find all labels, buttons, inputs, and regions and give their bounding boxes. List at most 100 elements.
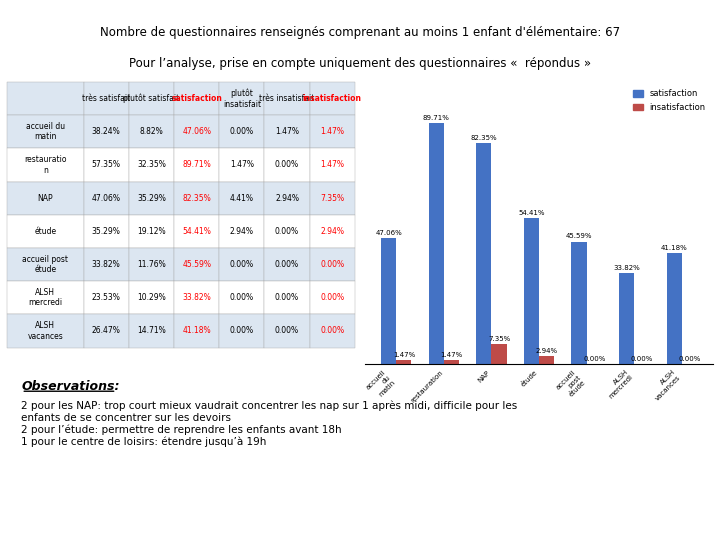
Bar	[444, 360, 459, 364]
Text: 1.47%: 1.47%	[230, 160, 254, 170]
FancyBboxPatch shape	[84, 314, 129, 348]
Text: 11.76%: 11.76%	[137, 260, 166, 269]
FancyBboxPatch shape	[219, 115, 264, 148]
FancyBboxPatch shape	[310, 215, 355, 248]
FancyBboxPatch shape	[174, 215, 219, 248]
Text: 2.94%: 2.94%	[320, 227, 344, 236]
Bar	[492, 345, 507, 364]
Text: ALSH
vacances: ALSH vacances	[27, 321, 63, 341]
FancyBboxPatch shape	[219, 148, 264, 181]
Text: 45.59%: 45.59%	[566, 233, 593, 239]
Text: 0.00%: 0.00%	[583, 356, 606, 362]
Bar	[539, 356, 554, 364]
Text: plutôt
insatisfait: plutôt insatisfait	[222, 89, 261, 109]
FancyBboxPatch shape	[7, 82, 84, 115]
FancyBboxPatch shape	[129, 148, 174, 181]
FancyBboxPatch shape	[129, 314, 174, 348]
Bar	[428, 123, 444, 364]
FancyBboxPatch shape	[264, 314, 310, 348]
Text: 0.00%: 0.00%	[320, 327, 344, 335]
Text: 1.47%: 1.47%	[320, 160, 344, 170]
Text: insatisfaction: insatisfaction	[302, 94, 361, 103]
Text: 0.00%: 0.00%	[320, 260, 344, 269]
Text: 41.18%: 41.18%	[182, 327, 211, 335]
FancyBboxPatch shape	[174, 314, 219, 348]
FancyBboxPatch shape	[129, 281, 174, 314]
Text: 82.35%: 82.35%	[470, 134, 497, 141]
Text: NAP: NAP	[37, 194, 53, 202]
FancyBboxPatch shape	[264, 248, 310, 281]
FancyBboxPatch shape	[264, 181, 310, 215]
FancyBboxPatch shape	[310, 82, 355, 115]
FancyBboxPatch shape	[84, 115, 129, 148]
FancyBboxPatch shape	[219, 181, 264, 215]
Bar	[667, 253, 682, 364]
Text: Nombre de questionnaires renseignés comprenant au moins 1 enfant d'élémentaire: : Nombre de questionnaires renseignés comp…	[100, 26, 620, 39]
FancyBboxPatch shape	[264, 215, 310, 248]
FancyBboxPatch shape	[219, 248, 264, 281]
Text: 0.00%: 0.00%	[230, 127, 254, 136]
FancyBboxPatch shape	[84, 148, 129, 181]
FancyBboxPatch shape	[264, 281, 310, 314]
Text: 2 pour les NAP: trop court mieux vaudrait concentrer les nap sur 1 après midi, d: 2 pour les NAP: trop court mieux vaudrai…	[22, 401, 518, 447]
FancyBboxPatch shape	[264, 148, 310, 181]
Text: 8.82%: 8.82%	[140, 127, 163, 136]
Text: 35.29%: 35.29%	[137, 194, 166, 202]
FancyBboxPatch shape	[219, 314, 264, 348]
Text: 0.00%: 0.00%	[275, 160, 299, 170]
Text: 26.47%: 26.47%	[92, 327, 121, 335]
FancyBboxPatch shape	[174, 148, 219, 181]
Text: 23.53%: 23.53%	[92, 293, 121, 302]
FancyBboxPatch shape	[7, 281, 84, 314]
Bar	[381, 238, 396, 364]
FancyBboxPatch shape	[310, 148, 355, 181]
FancyBboxPatch shape	[174, 115, 219, 148]
Bar	[619, 273, 634, 364]
Text: 2.94%: 2.94%	[536, 348, 558, 354]
Text: 1.47%: 1.47%	[320, 127, 344, 136]
FancyBboxPatch shape	[310, 314, 355, 348]
Text: très satisfait: très satisfait	[82, 94, 130, 103]
Text: 19.12%: 19.12%	[137, 227, 166, 236]
FancyBboxPatch shape	[174, 82, 219, 115]
Text: 82.35%: 82.35%	[182, 194, 211, 202]
FancyBboxPatch shape	[7, 215, 84, 248]
Text: Pour l’analyse, prise en compte uniquement des questionnaires «  répondus »: Pour l’analyse, prise en compte uniqueme…	[129, 57, 591, 70]
Text: 89.71%: 89.71%	[182, 160, 211, 170]
Legend: satisfaction, insatisfaction: satisfaction, insatisfaction	[629, 86, 708, 115]
Text: 0.00%: 0.00%	[230, 327, 254, 335]
Text: 54.41%: 54.41%	[518, 210, 544, 216]
FancyBboxPatch shape	[174, 181, 219, 215]
Text: 0.00%: 0.00%	[230, 293, 254, 302]
FancyBboxPatch shape	[7, 181, 84, 215]
FancyBboxPatch shape	[129, 82, 174, 115]
FancyBboxPatch shape	[84, 181, 129, 215]
FancyBboxPatch shape	[129, 215, 174, 248]
Text: 0.00%: 0.00%	[631, 356, 653, 362]
Text: 10.29%: 10.29%	[137, 293, 166, 302]
FancyBboxPatch shape	[219, 281, 264, 314]
FancyBboxPatch shape	[7, 314, 84, 348]
Text: 33.82%: 33.82%	[92, 260, 121, 269]
FancyBboxPatch shape	[174, 281, 219, 314]
FancyBboxPatch shape	[129, 181, 174, 215]
Text: 7.35%: 7.35%	[320, 194, 344, 202]
Text: 1.47%: 1.47%	[392, 352, 415, 358]
Text: accueil post
étude: accueil post étude	[22, 255, 68, 274]
Text: accueil du
matin: accueil du matin	[26, 122, 65, 141]
Text: 0.00%: 0.00%	[320, 293, 344, 302]
Text: 47.06%: 47.06%	[182, 127, 211, 136]
Text: restauratio
n: restauratio n	[24, 156, 67, 174]
Text: 54.41%: 54.41%	[182, 227, 211, 236]
Text: 2.94%: 2.94%	[230, 227, 254, 236]
Bar	[572, 241, 587, 364]
Text: 33.82%: 33.82%	[182, 293, 211, 302]
Text: ALSH
mercredi: ALSH mercredi	[28, 288, 63, 307]
FancyBboxPatch shape	[129, 115, 174, 148]
Text: 57.35%: 57.35%	[91, 160, 121, 170]
FancyBboxPatch shape	[219, 215, 264, 248]
Text: 1.47%: 1.47%	[441, 352, 462, 358]
Text: 0.00%: 0.00%	[230, 260, 254, 269]
Text: très insatisfait: très insatisfait	[259, 94, 315, 103]
Text: étude: étude	[35, 227, 56, 236]
